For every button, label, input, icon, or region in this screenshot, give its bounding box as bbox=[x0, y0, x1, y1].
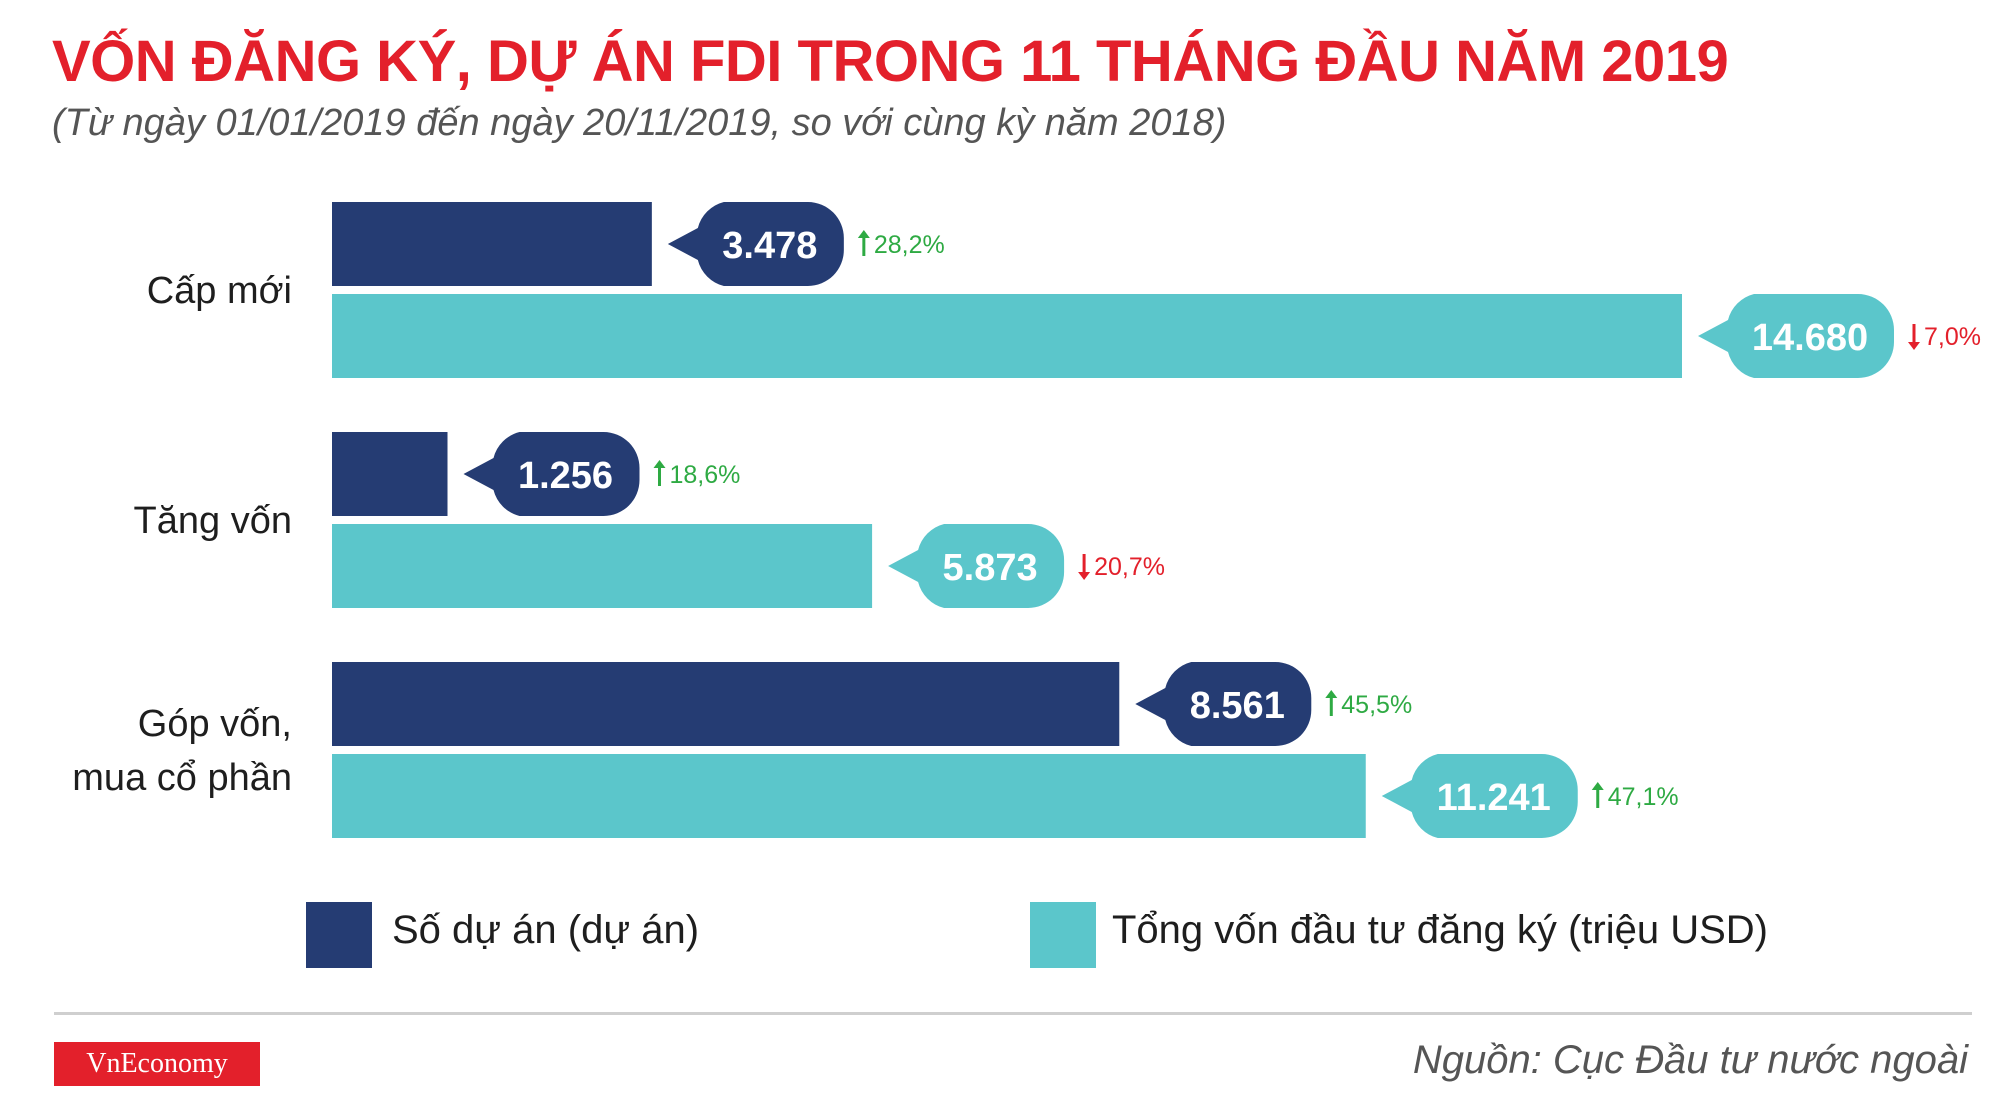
legend-swatch-projects bbox=[306, 902, 372, 968]
legend-swatch-capital bbox=[1030, 902, 1096, 968]
value-label: 3.478 bbox=[722, 225, 817, 267]
value-label: 8.561 bbox=[1190, 685, 1285, 727]
category-label: Tăng vốn bbox=[134, 500, 292, 542]
arrow-down-icon bbox=[1078, 572, 1091, 580]
value-callout bbox=[667, 202, 844, 286]
change-label: 18,6% bbox=[670, 461, 741, 489]
value-label: 11.241 bbox=[1437, 777, 1551, 819]
arrow-down-icon bbox=[1908, 342, 1920, 350]
value-label: 5.873 bbox=[943, 547, 1038, 589]
change-label: 20,7% bbox=[1094, 553, 1165, 581]
bar-capital bbox=[332, 524, 873, 608]
value-callout bbox=[463, 432, 640, 516]
bar-projects bbox=[332, 662, 1120, 746]
arrow-up-icon bbox=[1325, 690, 1338, 698]
bar-projects bbox=[332, 202, 652, 286]
value-callout bbox=[1135, 662, 1312, 746]
bar-projects bbox=[332, 432, 448, 516]
vneconomy-logo: VnEconomy bbox=[54, 1042, 260, 1086]
legend-label-projects: Số dự án (dự án) bbox=[392, 908, 700, 952]
arrow-up-icon bbox=[857, 230, 870, 238]
legend-label-capital: Tổng vốn đầu tư đăng ký (triệu USD) bbox=[1112, 908, 1768, 952]
category-label: Cấp mới bbox=[147, 270, 292, 312]
value-label: 1.256 bbox=[518, 455, 613, 497]
change-label: 7,0% bbox=[1924, 323, 1981, 351]
source-note: Nguồn: Cục Đầu tư nước ngoài bbox=[1412, 1038, 1968, 1082]
value-callout bbox=[1698, 294, 1894, 378]
change-label: 47,1% bbox=[1608, 783, 1679, 811]
bar-capital bbox=[332, 754, 1366, 838]
arrow-up-icon bbox=[1591, 782, 1604, 790]
bar-capital bbox=[332, 294, 1682, 378]
footer-divider bbox=[54, 1012, 1972, 1015]
chart-title: VỐN ĐĂNG KÝ, DỰ ÁN FDI TRONG 11 THÁNG ĐẦ… bbox=[52, 29, 1729, 94]
chart-subtitle: (Từ ngày 01/01/2019 đến ngày 20/11/2019,… bbox=[52, 102, 1227, 144]
value-label: 14.680 bbox=[1752, 317, 1868, 359]
change-label: 28,2% bbox=[874, 231, 945, 259]
category-label: Góp vốn, mua cổ phần bbox=[72, 703, 292, 799]
value-callout bbox=[888, 524, 1065, 608]
change-label: 45,5% bbox=[1341, 691, 1412, 719]
value-callout bbox=[1381, 754, 1578, 838]
arrow-up-icon bbox=[653, 460, 666, 468]
